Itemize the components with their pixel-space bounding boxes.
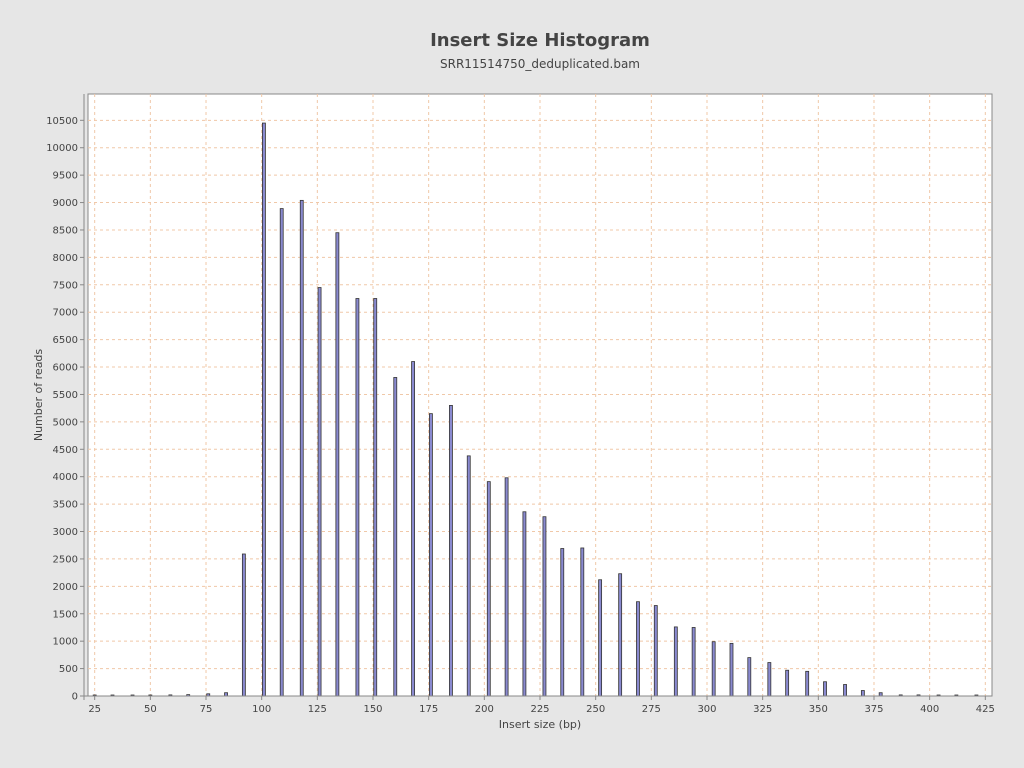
histogram-bar xyxy=(805,670,810,697)
histogram-bar xyxy=(542,516,547,697)
y-tick-label: 2000 xyxy=(53,582,78,593)
histogram-bar xyxy=(373,298,378,697)
histogram-bar xyxy=(522,511,527,697)
y-tick-label: 10000 xyxy=(46,143,78,154)
histogram-bar xyxy=(860,690,865,697)
y-tick-label: 2500 xyxy=(53,554,78,565)
histogram-bar xyxy=(560,548,565,697)
histogram-bar xyxy=(393,377,398,697)
histogram-bar xyxy=(653,605,658,697)
histogram-bar xyxy=(241,553,246,697)
histogram-bar xyxy=(335,232,340,697)
y-tick-label: 3500 xyxy=(53,500,78,511)
y-tick-label: 7000 xyxy=(53,308,78,319)
histogram-bar xyxy=(785,669,790,697)
histogram-bar xyxy=(580,547,585,697)
histogram-bar xyxy=(317,287,322,697)
histogram-bar xyxy=(299,199,304,697)
y-tick-label: 7500 xyxy=(53,280,78,291)
y-tick-label: 6000 xyxy=(53,363,78,374)
y-tick-label: 1000 xyxy=(53,637,78,648)
y-tick-label: 4500 xyxy=(53,445,78,456)
y-axis-label: Number of reads xyxy=(32,349,45,442)
histogram-bar xyxy=(428,413,433,697)
histogram-bar xyxy=(486,481,491,697)
y-tick-label: 9500 xyxy=(53,171,78,182)
x-tick-label: 250 xyxy=(586,704,605,715)
histogram-bar xyxy=(636,601,640,697)
histogram-bar xyxy=(747,657,752,697)
y-tick-label: 5000 xyxy=(53,417,78,428)
x-tick-label: 300 xyxy=(697,704,716,715)
y-tick-label: 6500 xyxy=(53,335,78,346)
x-tick-label: 25 xyxy=(88,704,101,715)
y-tick-label: 9000 xyxy=(53,198,78,209)
y-tick-label: 10500 xyxy=(46,116,78,127)
y-tick-label: 500 xyxy=(59,664,78,675)
histogram-bar xyxy=(411,361,415,697)
histogram-bar xyxy=(673,626,678,697)
x-tick-label: 375 xyxy=(864,704,883,715)
histogram-bar xyxy=(767,662,772,697)
histogram-bar xyxy=(504,477,509,697)
histogram-bar xyxy=(729,642,734,697)
chart-subtitle: SRR11514750_deduplicated.bam xyxy=(439,57,640,71)
y-tick-label: 8500 xyxy=(53,225,78,236)
x-tick-label: 400 xyxy=(920,704,939,715)
histogram-bar xyxy=(598,579,603,697)
y-axis-ticks: 0 500 1000 1500 2000 2500 3000 3500 4000 4500 5000… xyxy=(46,116,84,703)
x-tick-label: 200 xyxy=(475,704,494,715)
y-tick-label: 0 xyxy=(72,692,78,703)
histogram-bar xyxy=(823,681,827,697)
histogram-bar xyxy=(691,627,696,697)
histogram-bar xyxy=(355,298,360,697)
x-tick-label: 125 xyxy=(308,704,327,715)
histogram-bar xyxy=(618,573,623,697)
y-tick-label: 5500 xyxy=(53,390,78,401)
histogram-bar xyxy=(466,455,471,697)
x-tick-label: 425 xyxy=(976,704,995,715)
y-tick-label: 1500 xyxy=(53,609,78,620)
x-tick-label: 350 xyxy=(809,704,828,715)
x-tick-label: 75 xyxy=(200,704,213,715)
x-tick-label: 150 xyxy=(363,704,382,715)
x-axis-ticks: 25 50 75 100 125 150 175 200 225 250 275 300 325 350 3… xyxy=(88,696,995,715)
histogram-bar xyxy=(449,405,453,697)
chart-title: Insert Size Histogram xyxy=(430,30,650,51)
x-tick-label: 275 xyxy=(642,704,661,715)
histogram-bar xyxy=(843,684,847,697)
x-axis-label: Insert size (bp) xyxy=(499,718,581,731)
x-tick-label: 100 xyxy=(252,704,271,715)
x-tick-label: 175 xyxy=(419,704,438,715)
y-tick-label: 8000 xyxy=(53,253,78,264)
y-tick-label: 3000 xyxy=(53,527,78,538)
x-tick-label: 225 xyxy=(530,704,549,715)
x-tick-label: 325 xyxy=(753,704,772,715)
histogram-bar xyxy=(262,122,266,697)
histogram-bar xyxy=(279,208,284,697)
x-tick-label: 50 xyxy=(144,704,157,715)
histogram-bar xyxy=(711,641,716,697)
y-tick-label: 4000 xyxy=(53,472,78,483)
